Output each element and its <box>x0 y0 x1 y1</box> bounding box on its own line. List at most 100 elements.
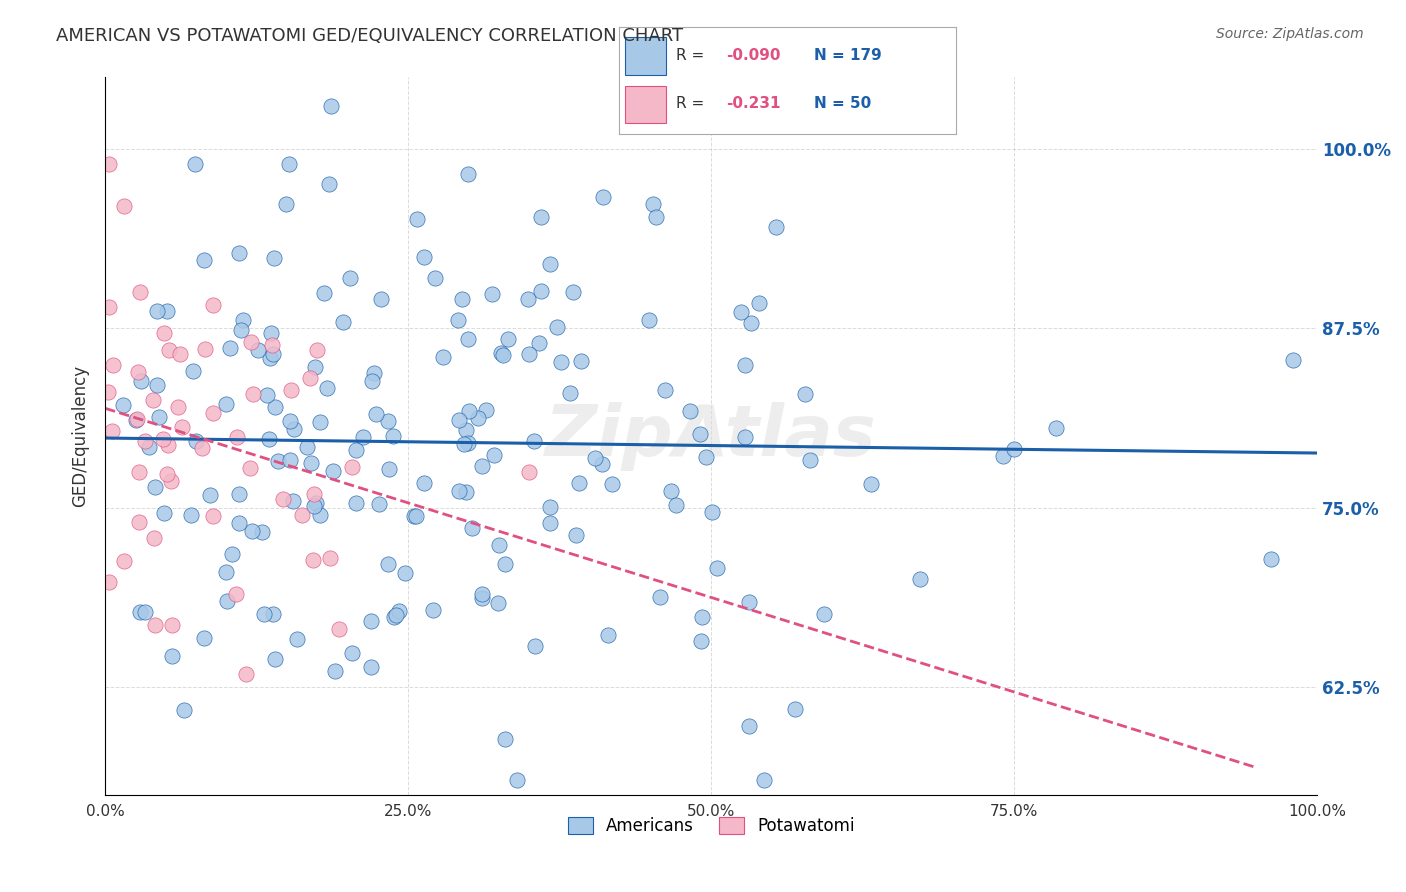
Point <box>630 99 652 113</box>
Point <box>447 313 470 327</box>
Point <box>363 367 385 381</box>
Point <box>475 403 498 417</box>
Point <box>412 250 434 264</box>
Point <box>360 659 382 673</box>
Point <box>519 466 541 480</box>
Point <box>1002 442 1025 456</box>
Point <box>127 365 149 379</box>
Point <box>339 271 361 285</box>
Point <box>492 348 515 362</box>
Point <box>711 99 734 113</box>
Point <box>138 440 160 454</box>
Point <box>342 460 364 475</box>
Point <box>112 554 135 568</box>
Point <box>637 313 659 327</box>
Point <box>142 531 165 545</box>
Point <box>367 497 389 511</box>
Point <box>519 346 541 360</box>
Point <box>131 374 153 388</box>
Point <box>97 575 120 590</box>
Point <box>783 701 806 715</box>
Point <box>467 411 489 425</box>
Point <box>451 292 474 306</box>
Point <box>489 346 512 360</box>
Point <box>228 486 250 500</box>
Point <box>193 252 215 267</box>
Point <box>799 453 821 467</box>
Text: AMERICAN VS POTAWATOMI GED/EQUIVALENCY CORRELATION CHART: AMERICAN VS POTAWATOMI GED/EQUIVALENCY C… <box>56 27 683 45</box>
Point <box>600 477 623 491</box>
Point <box>564 528 586 542</box>
Point <box>98 300 121 314</box>
Point <box>169 347 191 361</box>
Point <box>517 292 540 306</box>
Point <box>859 477 882 491</box>
Point <box>201 509 224 524</box>
Point <box>225 587 247 601</box>
Point <box>404 508 426 523</box>
Point <box>191 441 214 455</box>
Point <box>529 211 551 225</box>
Point <box>332 315 354 329</box>
Point <box>262 607 284 622</box>
Point <box>569 354 592 368</box>
Point <box>527 336 550 351</box>
Point <box>457 436 479 450</box>
Point <box>690 610 713 624</box>
Point <box>650 590 672 604</box>
Point <box>304 360 326 375</box>
Point <box>737 595 759 609</box>
Point <box>240 524 263 539</box>
Point <box>381 428 404 442</box>
Point <box>157 343 180 358</box>
Point <box>382 610 405 624</box>
Point <box>298 370 321 384</box>
Point <box>101 424 124 438</box>
Text: -0.090: -0.090 <box>727 48 782 63</box>
Point <box>702 505 724 519</box>
Point <box>560 386 582 401</box>
Point <box>259 351 281 365</box>
Point <box>422 603 444 617</box>
Point <box>180 508 202 523</box>
Point <box>173 703 195 717</box>
Point <box>155 303 177 318</box>
Point <box>793 386 815 401</box>
Point <box>295 440 318 454</box>
Point <box>319 551 342 566</box>
Point <box>153 506 176 520</box>
Point <box>321 99 343 113</box>
Point <box>167 400 190 414</box>
Point <box>432 350 454 364</box>
Point <box>145 378 167 392</box>
Point <box>482 448 505 462</box>
Point <box>344 496 367 510</box>
Point <box>305 343 328 357</box>
FancyBboxPatch shape <box>626 86 666 123</box>
Point <box>991 450 1014 464</box>
Point <box>308 508 330 523</box>
Point <box>730 304 752 318</box>
Point <box>274 197 297 211</box>
Point <box>449 484 471 499</box>
Point <box>157 438 180 452</box>
Point <box>252 607 274 621</box>
Point <box>315 381 337 395</box>
Point <box>488 538 510 552</box>
Point <box>278 414 301 428</box>
Point <box>394 566 416 580</box>
Point <box>143 617 166 632</box>
Point <box>360 614 382 628</box>
Point <box>134 434 156 449</box>
Point <box>257 433 280 447</box>
Point <box>260 338 283 352</box>
Point <box>1282 352 1305 367</box>
Point <box>263 652 285 666</box>
Point <box>352 430 374 444</box>
Point <box>283 422 305 436</box>
Point <box>160 617 183 632</box>
Point <box>643 197 665 211</box>
Point <box>458 403 481 417</box>
Point <box>231 323 253 337</box>
Point <box>202 406 225 420</box>
